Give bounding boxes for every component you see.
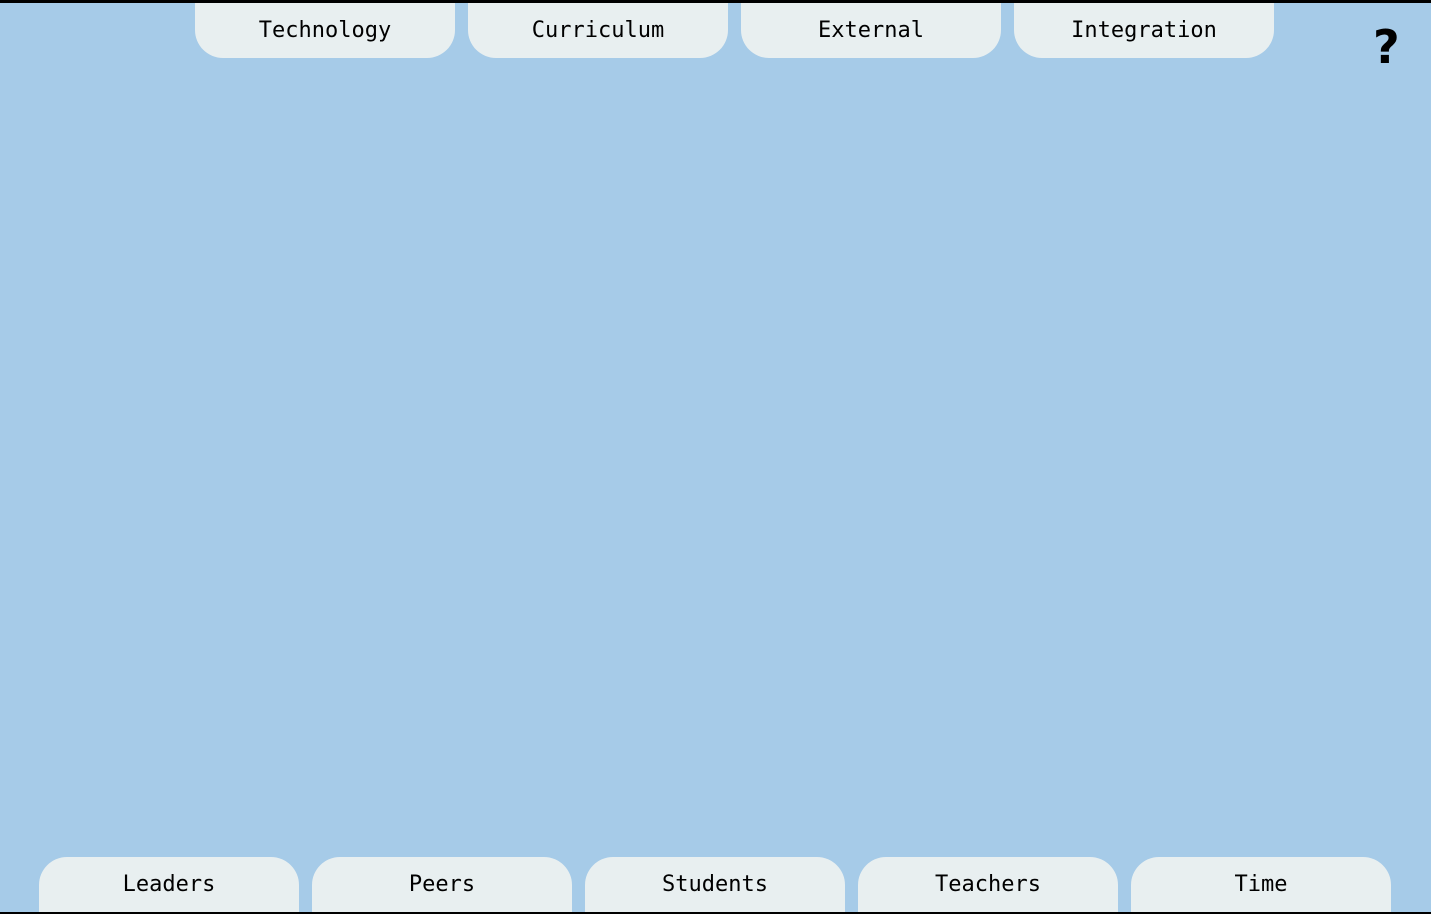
help-icon[interactable]: ?: [1373, 20, 1400, 74]
tab-external[interactable]: External: [741, 3, 1001, 58]
tab-students[interactable]: Students: [585, 857, 845, 912]
tab-peers[interactable]: Peers: [312, 857, 572, 912]
tab-curriculum[interactable]: Curriculum: [468, 3, 728, 58]
bottom-border: [0, 912, 1431, 914]
tab-leaders[interactable]: Leaders: [39, 857, 299, 912]
top-border: [0, 0, 1431, 3]
tab-integration[interactable]: Integration: [1014, 3, 1274, 58]
tab-time[interactable]: Time: [1131, 857, 1391, 912]
tab-technology[interactable]: Technology: [195, 3, 455, 58]
tab-teachers[interactable]: Teachers: [858, 857, 1118, 912]
